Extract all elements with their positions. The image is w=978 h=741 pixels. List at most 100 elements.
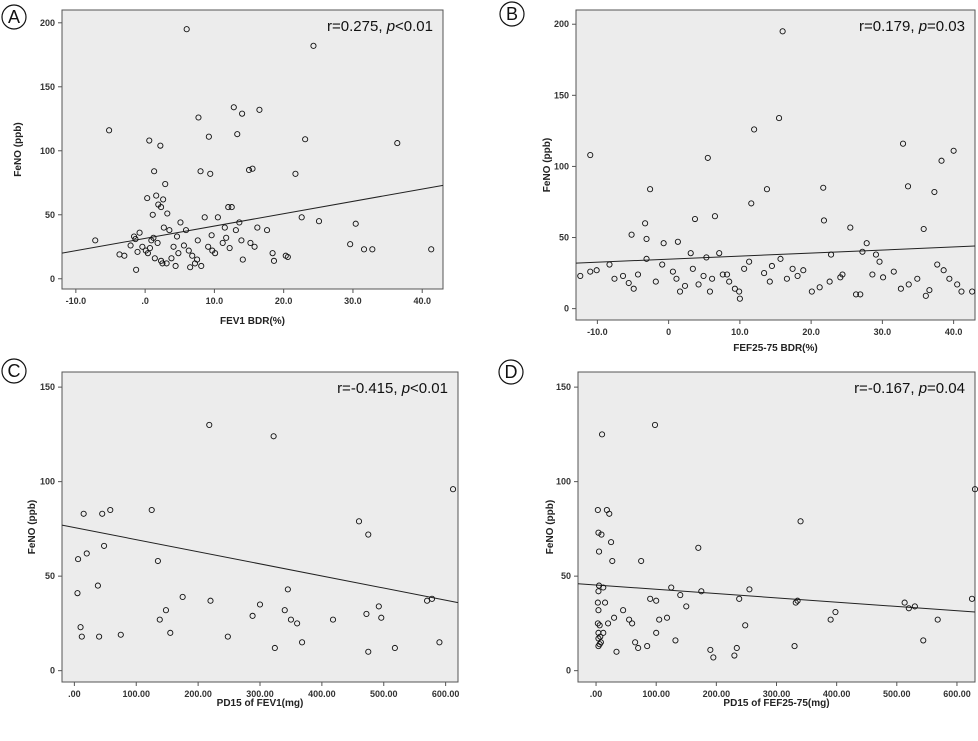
x-tick-label: 100.00 — [642, 689, 670, 699]
y-tick-label: 200 — [40, 18, 55, 28]
data-point — [659, 261, 666, 268]
data-point — [197, 168, 204, 175]
data-point — [742, 622, 749, 629]
y-tick-label: 100 — [554, 161, 569, 171]
stat-p-value: <0.01 — [395, 18, 433, 35]
data-point — [643, 255, 650, 262]
data-point — [134, 248, 141, 255]
panel-label-badge — [1, 4, 27, 30]
data-point — [890, 268, 897, 275]
data-point — [360, 246, 368, 253]
data-point — [766, 278, 773, 285]
y-axis-title: FeNO (ppb) — [542, 138, 553, 192]
data-point — [352, 220, 359, 227]
data-point — [651, 421, 659, 428]
data-point — [594, 599, 601, 606]
data-point — [681, 282, 689, 289]
data-point — [594, 620, 601, 627]
data-point — [256, 106, 263, 113]
data-point — [904, 183, 912, 190]
data-point — [144, 195, 151, 202]
data-point — [820, 217, 828, 224]
x-tick-label: .00 — [590, 689, 603, 699]
data-point — [613, 648, 620, 655]
data-point — [436, 639, 443, 646]
data-point — [168, 255, 175, 262]
data-point — [808, 288, 815, 295]
x-axis-title: FEF25-75 BDR(%) — [733, 343, 817, 354]
data-point — [669, 268, 676, 275]
data-point — [828, 251, 835, 258]
data-point — [863, 240, 870, 247]
data-point — [687, 250, 694, 257]
x-tick-label: 600.00 — [432, 689, 460, 699]
data-point — [611, 275, 618, 282]
x-tick-label: -10.0 — [587, 327, 608, 337]
data-point — [449, 486, 457, 493]
plot-area — [577, 371, 976, 683]
data-point — [761, 270, 768, 277]
data-point — [298, 214, 305, 221]
data-point — [177, 219, 184, 226]
data-point — [205, 243, 212, 250]
data-point — [587, 268, 594, 275]
data-point — [198, 262, 205, 270]
data-point — [880, 274, 887, 281]
data-point — [117, 631, 124, 638]
data-point — [595, 529, 602, 536]
data-point — [709, 275, 716, 282]
panel-label-badge — [498, 359, 524, 385]
data-point — [185, 247, 192, 254]
data-point — [634, 271, 642, 278]
panel-label-letter: D — [505, 362, 518, 382]
data-point — [763, 186, 771, 193]
x-tick-label: 10.0 — [731, 327, 749, 337]
data-point — [672, 637, 679, 644]
data-point — [832, 609, 839, 616]
y-tick-label: 0 — [50, 274, 55, 284]
data-point — [656, 616, 663, 623]
data-point — [214, 214, 221, 221]
data-point — [205, 133, 212, 140]
y-tick-label: 50 — [561, 571, 571, 581]
data-point — [270, 433, 277, 440]
panel-a: 0 50 100 150 200 -10.0 .0 10.0 20.0 30.0 40.0 FEV1 … — [1, 4, 444, 327]
data-point — [194, 237, 201, 244]
data-point — [698, 588, 705, 595]
stat-r-value: r=0.179, — [859, 18, 919, 35]
data-point — [271, 644, 278, 652]
data-point — [378, 614, 385, 621]
data-point — [101, 542, 108, 549]
data-point — [151, 255, 158, 262]
data-point — [78, 633, 85, 640]
data-point — [148, 506, 155, 514]
data-point — [281, 607, 288, 614]
x-tick-label: 10.0 — [206, 296, 224, 306]
data-point — [96, 633, 103, 640]
x-tick-label: 200.00 — [703, 689, 731, 699]
data-point — [605, 620, 612, 627]
data-point — [926, 287, 933, 294]
data-point — [153, 192, 160, 199]
data-point — [869, 271, 876, 278]
correlation-annotation: r=-0.167, p=0.04 — [854, 380, 965, 397]
data-point — [914, 275, 921, 282]
data-point — [905, 605, 912, 612]
data-point — [934, 261, 941, 268]
correlation-annotation: r=-0.415, p<0.01 — [337, 380, 448, 397]
data-point — [107, 506, 114, 514]
data-point — [674, 238, 681, 245]
data-point — [630, 285, 637, 292]
data-point — [310, 42, 317, 49]
data-point — [287, 616, 294, 623]
data-point — [839, 271, 846, 278]
data-point — [905, 281, 912, 288]
data-point — [733, 644, 740, 652]
data-point — [228, 204, 235, 211]
data-point — [149, 211, 156, 218]
x-tick-label: 30.0 — [344, 296, 362, 306]
data-point — [652, 278, 659, 285]
data-point — [600, 629, 607, 636]
regression-line — [577, 583, 976, 613]
data-point — [635, 644, 642, 652]
